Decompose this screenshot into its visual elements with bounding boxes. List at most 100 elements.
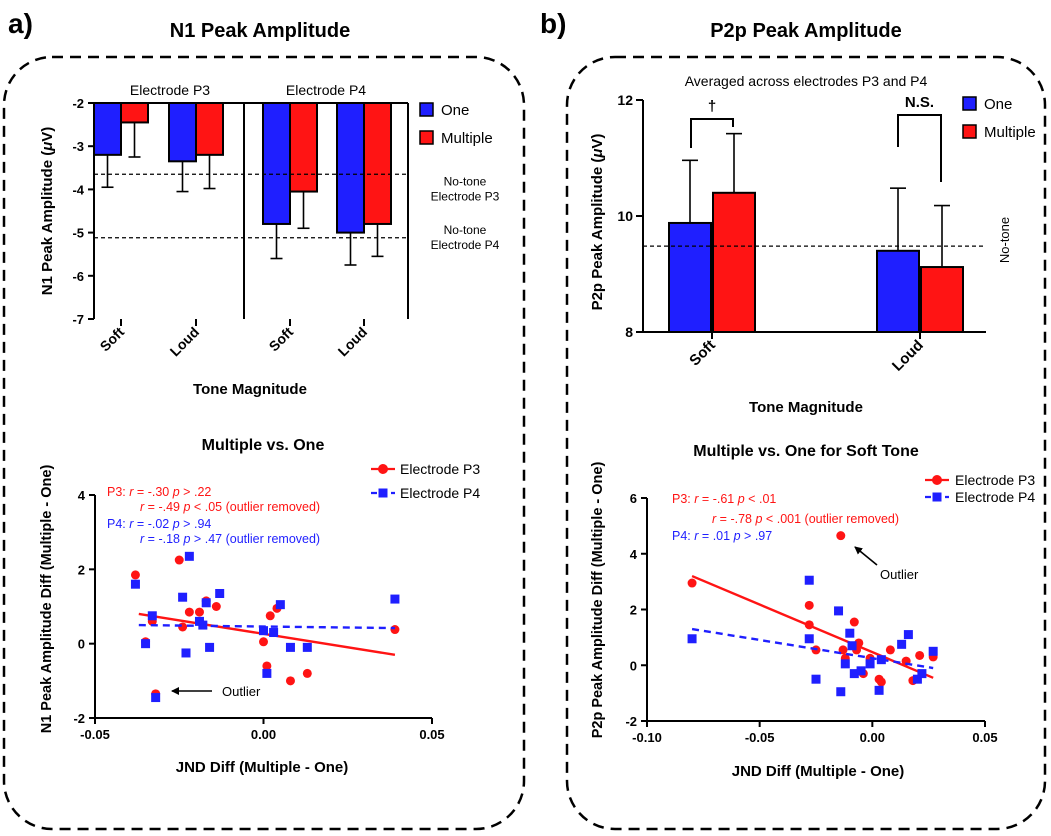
point-p4: [804, 575, 814, 585]
point-p4: [390, 594, 400, 604]
x-tick-label: Soft: [266, 324, 297, 355]
x-tick-label: Loud: [889, 337, 927, 375]
point-p3: [194, 607, 204, 617]
x-axis-title: Tone Magnitude: [749, 399, 863, 416]
point-p4: [840, 659, 850, 669]
subgroup-label: Electrode P3: [130, 82, 210, 98]
chart-subtitle: Averaged across electrodes P3 and P4: [685, 73, 928, 89]
point-p4: [181, 648, 191, 658]
chart-title: Multiple vs. One for Soft Tone: [693, 443, 919, 460]
x-tick-label: Loud: [167, 324, 203, 360]
outlier-label: Outlier: [222, 684, 261, 699]
point-p4: [201, 598, 211, 608]
point-p4: [834, 606, 844, 616]
panel-b-title: P2p Peak Amplitude: [710, 20, 902, 42]
y-axis-title: P2p Peak Amplitude (μV): [589, 134, 606, 311]
y-tick-label: -4: [72, 182, 84, 197]
point-p3: [259, 637, 268, 647]
significance-bracket-soft: [690, 118, 734, 148]
point-p3: [390, 625, 400, 635]
point-p4: [917, 669, 927, 679]
legend-swatch: [419, 102, 434, 117]
point-p4: [269, 628, 279, 638]
y-axis-title: P2p Peak Amplitude Diff (Multiple - One): [590, 462, 606, 739]
y-tick-label: 4: [630, 547, 638, 562]
point-p4: [912, 674, 922, 684]
point-p4: [874, 685, 884, 695]
point-p3: [687, 578, 697, 588]
bar-multiple-1: [920, 266, 964, 334]
bar-multiple-1: [195, 102, 224, 156]
point-p4: [178, 592, 188, 602]
x-tick-label: 0.00: [251, 727, 276, 742]
bar-one-0: [93, 102, 122, 156]
point-p4: [836, 687, 846, 697]
y-tick-label: -2: [625, 714, 637, 729]
x-tick-label: 0.05: [419, 727, 444, 742]
point-p3: [211, 602, 221, 611]
annotation-p3: P3: r = -.30 p > .22: [107, 485, 211, 499]
y-tick-label: -2: [73, 711, 85, 726]
point-p3: [885, 645, 895, 655]
point-p4: [845, 628, 855, 638]
bar-one-2: [262, 102, 291, 225]
point-p3: [915, 650, 925, 660]
y-tick-label: 0: [630, 658, 637, 673]
chart-b-bottom: Multiple vs. One for Soft Tone -2 0 2 4 6 -0.1…: [590, 443, 1035, 780]
bar-one-1: [876, 249, 920, 333]
legend-label: Electrode P4: [955, 489, 1035, 505]
annotation-p4: r = -.18 p > .47 (outlier removed): [140, 532, 320, 546]
fit-line: [138, 623, 395, 630]
y-tick-label: -2: [72, 96, 84, 111]
point-p3: [265, 611, 275, 621]
point-p3: [836, 531, 846, 541]
point-p3: [285, 676, 295, 686]
bar-multiple-3: [363, 102, 392, 225]
outlier-label: Outlier: [880, 567, 919, 582]
point-p4: [184, 551, 194, 561]
chart-a-bottom: Multiple vs. One -2 0 2 4 -0.05 0.00 0.05 JND Di…: [39, 437, 480, 776]
y-axis-title: N1 Peak Amplitude Diff (Multiple - One): [39, 465, 55, 734]
y-tick-label: 8: [625, 324, 633, 340]
bar-multiple-0: [712, 191, 756, 333]
x-tick-label: Loud: [335, 324, 371, 360]
annotation-p3: r = -.49 p < .05 (outlier removed): [140, 500, 320, 514]
bar-one-1: [168, 102, 197, 163]
x-axis-title: Tone Magnitude: [193, 381, 307, 398]
point-p4: [141, 639, 151, 649]
no-tone-label: Electrode P4: [431, 238, 500, 252]
annotation-p4: P4: r = .01 p > .97: [672, 529, 772, 543]
y-tick-label: -7: [72, 312, 84, 327]
y-tick-label: 2: [78, 562, 85, 577]
panel-b-frame: [565, 55, 1047, 831]
point-p4: [804, 634, 814, 644]
panel-a-letter: a): [8, 8, 33, 39]
point-p4: [811, 674, 821, 684]
x-tick-label: Soft: [686, 337, 719, 370]
no-tone-label: No-tone: [444, 174, 487, 188]
point-p3: [184, 607, 194, 617]
bar-one-0: [668, 221, 712, 334]
no-tone-label: No-tone: [444, 223, 487, 237]
legend-swatch: [962, 96, 977, 111]
x-tick-label: Soft: [97, 324, 128, 355]
point-p4: [285, 642, 295, 652]
point-p3: [130, 570, 140, 580]
x-axis-title: JND Diff (Multiple - One): [732, 763, 905, 780]
y-tick-label: 0: [78, 637, 85, 652]
point-p3: [804, 600, 814, 610]
point-p3: [262, 661, 272, 671]
point-p4: [865, 659, 875, 669]
legend-label: One: [984, 96, 1012, 113]
panel-a-title: N1 Peak Amplitude: [170, 20, 350, 42]
no-tone-label: No-tone: [997, 217, 1012, 263]
y-tick-label: -3: [72, 139, 84, 154]
annotation-p3: P3: r = -.61 p < .01: [672, 492, 776, 506]
point-p4: [928, 646, 938, 656]
point-p3: [302, 668, 312, 678]
legend-label: One: [441, 102, 469, 119]
x-tick-label: -0.10: [632, 730, 662, 745]
point-p4: [275, 600, 285, 610]
bar-multiple-2: [289, 102, 318, 193]
